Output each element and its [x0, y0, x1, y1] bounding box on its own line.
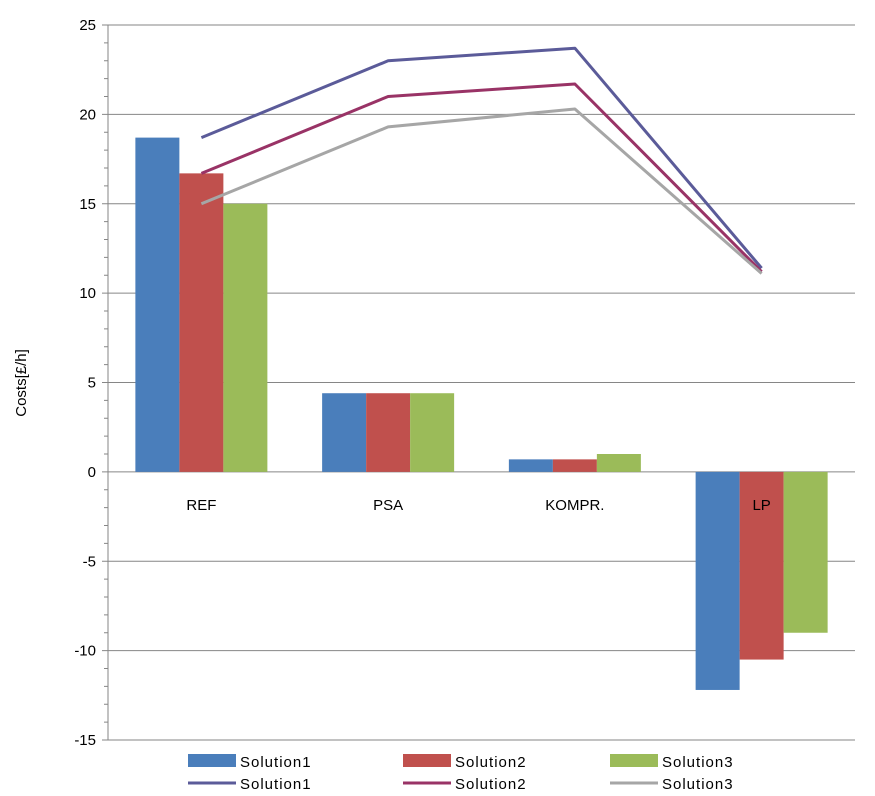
bar-solution2-psa [366, 393, 411, 472]
bar-solution2-kompr [552, 459, 597, 472]
y-tick-label: -5 [83, 553, 96, 570]
bar-solution1-kompr [508, 459, 553, 472]
legend-label: Solution2 [455, 776, 527, 793]
bar-solution1-lp [695, 471, 740, 690]
line-series-group [200, 46, 763, 275]
legend-swatch-bar [610, 754, 658, 767]
legend-label: Solution1 [240, 776, 312, 793]
legend-swatch-bar [188, 754, 236, 767]
line-solution2 [200, 82, 763, 273]
y-tick-label: 15 [79, 196, 96, 213]
y-axis-title: Costs[£/h] [13, 349, 30, 417]
y-tick-label: 20 [79, 106, 96, 123]
category-label: PSA [373, 497, 403, 514]
bar-solution1-psa [322, 393, 367, 472]
line-solution3 [200, 107, 763, 275]
y-tick-label: -15 [74, 732, 96, 749]
bar-solution1-ref [135, 137, 180, 472]
category-label: LP [752, 497, 770, 514]
bar-solution3-kompr [596, 454, 641, 472]
y-tick-label: 10 [79, 285, 96, 302]
legend-label: Solution1 [240, 754, 312, 771]
bar-series-group [135, 137, 828, 690]
legend-swatch-bar [403, 754, 451, 767]
category-labels: REF PSA KOMPR. LP [186, 497, 770, 514]
legend: Solution1 Solution2 Solution3 Solution1 Solu… [188, 754, 734, 793]
legend-label: Solution2 [455, 754, 527, 771]
bar-solution2-ref [179, 173, 224, 472]
y-axis: 25 20 15 10 5 0 -5 -10 -15 [74, 17, 109, 749]
bar-solution2-lp [739, 471, 784, 660]
y-tick-label: -10 [74, 643, 96, 660]
line-solution1 [200, 46, 763, 270]
legend-label: Solution3 [662, 776, 734, 793]
category-label: REF [186, 497, 216, 514]
bar-solution3-psa [410, 393, 455, 472]
y-tick-label: 25 [79, 17, 96, 34]
y-tick-label: 0 [88, 464, 96, 481]
bar-solution3-ref [223, 203, 268, 472]
legend-label: Solution3 [662, 754, 734, 771]
category-label: KOMPR. [545, 497, 604, 514]
y-tick-label: 5 [88, 375, 96, 392]
bar-solution3-lp [783, 471, 828, 633]
